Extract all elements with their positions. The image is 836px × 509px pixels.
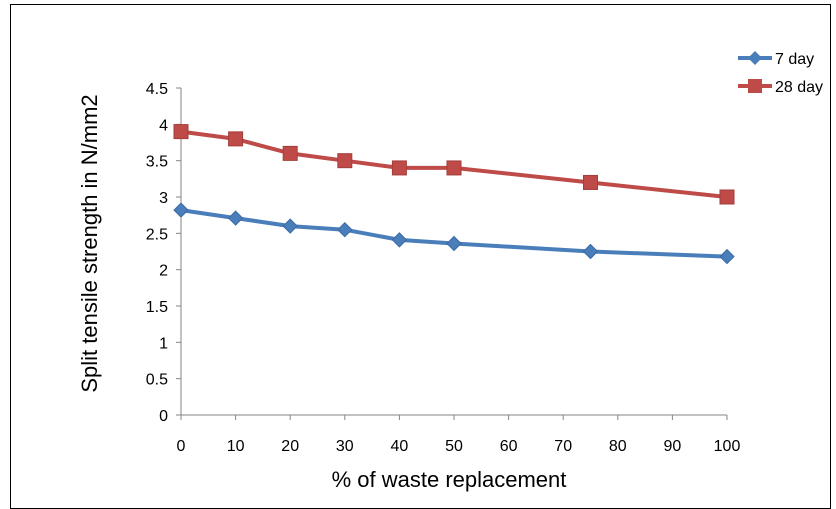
data-point-square xyxy=(391,160,407,176)
x-tick-label: 30 xyxy=(336,438,354,455)
y-tick-label: 1 xyxy=(159,335,168,352)
data-point-square xyxy=(446,160,462,176)
legend-marker-diamond xyxy=(748,51,762,65)
y-tick-label: 3 xyxy=(159,190,168,207)
data-point-diamond xyxy=(582,243,599,260)
legend-marker-square xyxy=(748,79,762,93)
legend-label: 7 day xyxy=(775,51,814,68)
data-point-diamond xyxy=(282,218,298,234)
y-tick-label: 4 xyxy=(159,117,168,134)
series-layer xyxy=(173,124,735,265)
legend-item: 28 day xyxy=(738,79,823,96)
series-line xyxy=(180,129,728,199)
legend-label: 28 day xyxy=(775,79,823,96)
series-7-day xyxy=(173,202,735,265)
y-axis-title: Split tensile strength in N/mm2 xyxy=(77,94,102,392)
y-tick-label: 3.5 xyxy=(146,154,168,171)
x-tick-label: 40 xyxy=(391,438,409,455)
series-28-day xyxy=(173,124,735,205)
data-point-diamond xyxy=(227,210,244,226)
x-tick-label: 100 xyxy=(714,438,741,455)
y-tick-label: 0.5 xyxy=(146,372,168,389)
data-point-square xyxy=(719,189,735,205)
series-line xyxy=(180,208,728,259)
y-tick-label: 1.5 xyxy=(146,299,168,316)
y-tick-label: 0 xyxy=(159,408,168,425)
y-tick-label: 2 xyxy=(159,263,168,280)
data-point-diamond xyxy=(173,202,189,218)
data-point-diamond xyxy=(446,235,462,252)
x-tick-label: 50 xyxy=(445,438,463,455)
axes xyxy=(180,88,727,416)
data-point-diamond xyxy=(719,248,735,265)
data-point-square xyxy=(173,124,189,140)
x-tick-label: 20 xyxy=(281,438,299,455)
data-point-square xyxy=(228,131,244,147)
data-point-diamond xyxy=(337,221,353,238)
x-tick-label: 90 xyxy=(664,438,682,455)
x-ticks: 0 10 20 30 40 50 60 70 80 90 100 xyxy=(177,415,741,455)
y-tick-label: 4.5 xyxy=(146,81,168,98)
legend: 7 day 28 day xyxy=(738,51,823,96)
y-tick-label: 2.5 xyxy=(146,226,168,243)
data-point-square xyxy=(583,174,598,190)
data-point-square xyxy=(282,145,298,161)
x-tick-label: 60 xyxy=(500,438,518,455)
legend-item: 7 day xyxy=(738,51,814,68)
data-point-diamond xyxy=(391,232,408,248)
x-tick-label: 0 xyxy=(177,438,186,455)
line-chart: 0 0.5 1 1.5 2 2.5 3 3.5 4 4.5 0 10 20 30 40 50 60 70 80 90… xyxy=(77,51,823,492)
data-point-square xyxy=(337,153,353,169)
x-tick-label: 80 xyxy=(609,438,627,455)
x-tick-label: 70 xyxy=(554,438,572,455)
x-axis-title: % of waste replacement xyxy=(332,467,567,492)
x-tick-label: 10 xyxy=(227,438,245,455)
